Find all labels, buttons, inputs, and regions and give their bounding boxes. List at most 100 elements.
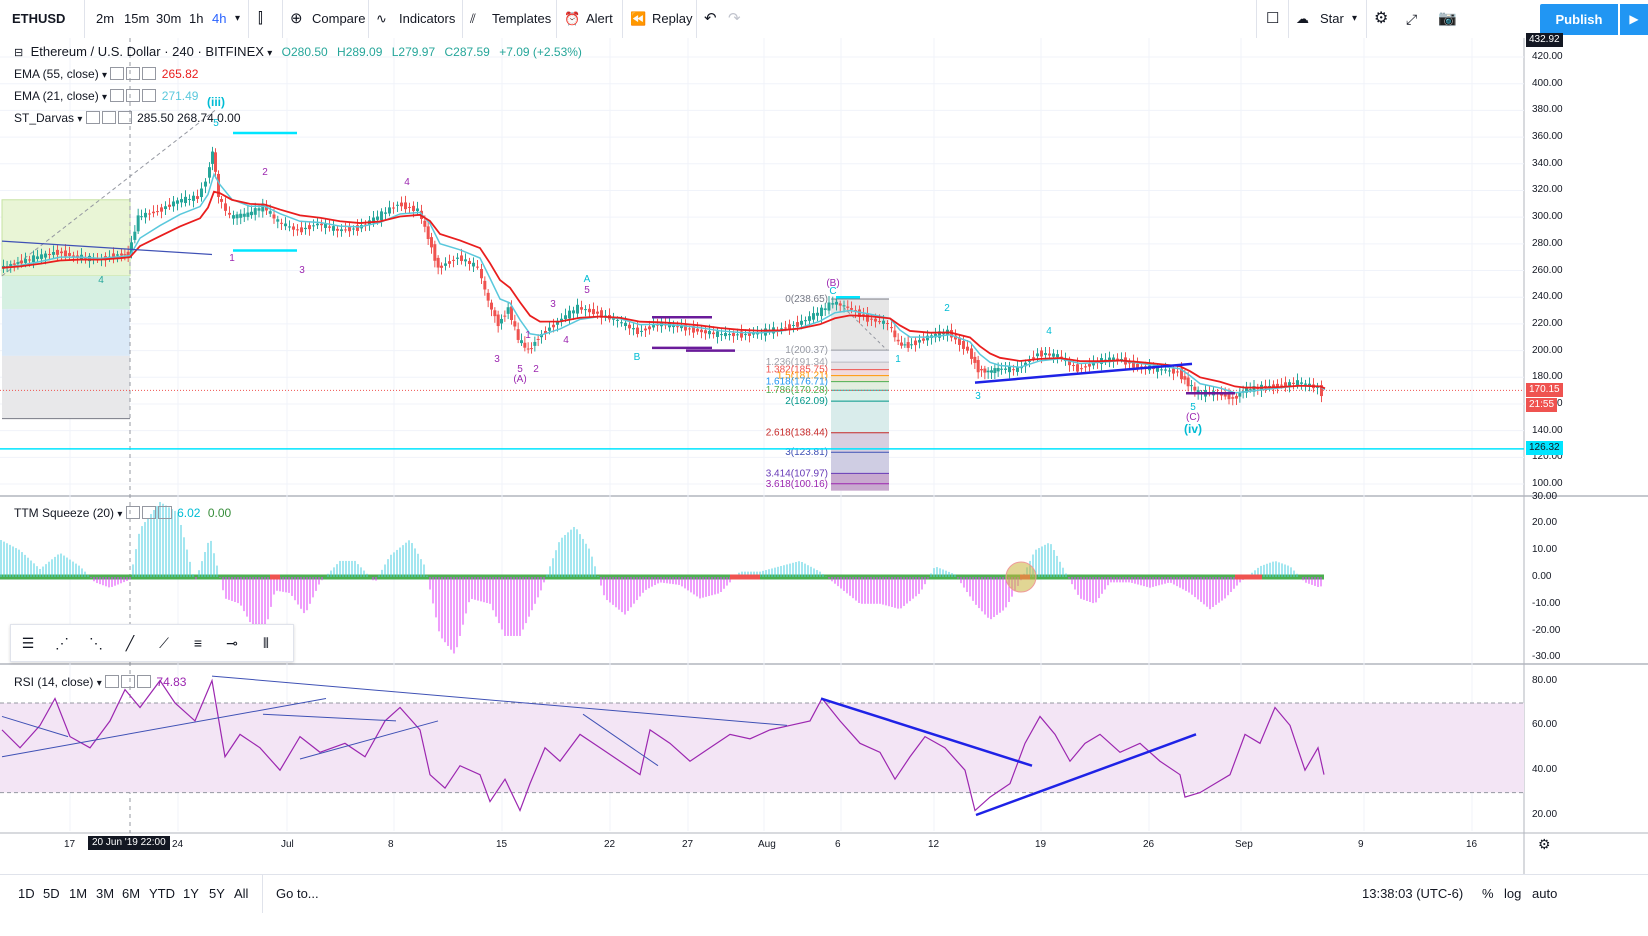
- divider: [1366, 0, 1367, 38]
- elliott-wave-label: B: [634, 352, 641, 363]
- candle-body: [156, 211, 159, 213]
- interval-15m[interactable]: 15m: [124, 11, 150, 26]
- chevron-down-icon[interactable]: ▾: [96, 678, 102, 689]
- chevron-down-icon[interactable]: ▾: [235, 13, 241, 24]
- gear-icon[interactable]: ⚙: [1538, 836, 1551, 852]
- settings-icon[interactable]: [101, 111, 116, 124]
- rsi-legend[interactable]: RSI (14, close) ▾ 74.83: [14, 675, 186, 689]
- plus-circle-icon[interactable]: ⊕: [290, 10, 303, 27]
- chevron-down-icon[interactable]: ▾: [117, 509, 123, 520]
- eye-icon[interactable]: [85, 111, 100, 124]
- expand-icon[interactable]: ⤢: [1406, 11, 1418, 27]
- elliott-wave-label: 4: [98, 275, 104, 286]
- candle-body: [584, 309, 587, 311]
- layout-name-button[interactable]: Star: [1320, 11, 1344, 26]
- candle-body: [568, 310, 571, 319]
- templates-button[interactable]: Templates: [492, 11, 552, 26]
- chart-canvas[interactable]: 0(238.65) 1(200.37)1.236(191.34)1.382(185…: [0, 38, 1648, 874]
- darvas-legend[interactable]: ST_Darvas ▾ 285.50 268.74 0.00: [14, 111, 241, 125]
- chevron-down-icon[interactable]: ▾: [1352, 13, 1358, 24]
- divider: [1256, 0, 1257, 38]
- last-price-tag: 170.15: [1526, 383, 1563, 397]
- ema21-legend[interactable]: EMA (21, close) ▾ 271.49: [14, 89, 198, 103]
- range-5d[interactable]: 5D: [43, 886, 60, 901]
- range-6m[interactable]: 6M: [122, 886, 141, 901]
- interval-4h[interactable]: 4h: [212, 11, 227, 26]
- chevron-down-icon[interactable]: ▾: [77, 114, 83, 125]
- candles-icon[interactable]: ⫿: [258, 10, 263, 27]
- close-icon[interactable]: [137, 675, 152, 688]
- eye-icon[interactable]: [125, 506, 140, 519]
- candle-body: [831, 303, 835, 305]
- log-toggle[interactable]: log: [1504, 886, 1522, 901]
- candle-body: [870, 318, 873, 320]
- ttm-legend[interactable]: TTM Squeeze (20) ▾ 6.02 0.00: [14, 506, 231, 520]
- ray-icon[interactable]: ⟋: [159, 635, 169, 651]
- eye-icon[interactable]: [105, 675, 120, 688]
- replay-button[interactable]: Replay: [652, 11, 693, 26]
- undo-icon[interactable]: ↶: [704, 10, 717, 27]
- indicators-button[interactable]: Indicators: [399, 11, 456, 26]
- alert-button[interactable]: Alert: [586, 11, 613, 26]
- cloud-icon[interactable]: ☁: [1296, 11, 1309, 26]
- interval-2m[interactable]: 2m: [96, 11, 115, 26]
- range-1y[interactable]: 1Y: [183, 886, 199, 901]
- chevron-down-icon[interactable]: ▾: [267, 48, 273, 59]
- close-icon[interactable]: [117, 111, 132, 124]
- settings-icon[interactable]: [121, 675, 136, 688]
- candle-body: [1156, 366, 1159, 372]
- compare-button[interactable]: Compare: [312, 11, 366, 26]
- elliott-abc-icon[interactable]: ⋱: [89, 635, 103, 651]
- drag-handle-icon[interactable]: ☰: [21, 635, 35, 651]
- fib-retracement-icon[interactable]: ≡: [193, 635, 203, 651]
- camera-icon[interactable]: 📷: [1438, 10, 1457, 27]
- eye-icon[interactable]: [110, 67, 125, 80]
- candle-body: [239, 213, 243, 218]
- candle-body: [648, 326, 651, 330]
- candle-body: [148, 213, 151, 215]
- range-ytd[interactable]: YTD: [149, 886, 175, 901]
- settings-icon[interactable]: [126, 67, 141, 80]
- clock[interactable]: 13:38:03 (UTC-6): [1362, 886, 1464, 901]
- candle-body: [1252, 386, 1256, 392]
- goto-button[interactable]: Go to...: [276, 886, 319, 901]
- range-1m[interactable]: 1M: [69, 886, 88, 901]
- chevron-down-icon[interactable]: ▾: [102, 70, 108, 81]
- range-3m[interactable]: 3M: [96, 886, 115, 901]
- auto-toggle[interactable]: auto: [1532, 886, 1558, 901]
- indicators-icon[interactable]: ∿: [376, 11, 387, 26]
- horizontal-line-icon[interactable]: ⊸: [226, 635, 238, 651]
- symbol-search[interactable]: ETHUSD: [12, 11, 66, 26]
- eye-icon[interactable]: [110, 89, 125, 102]
- candle-body: [324, 223, 327, 228]
- interval-1h[interactable]: 1h: [189, 11, 204, 26]
- ema55-legend[interactable]: EMA (55, close) ▾ 265.82: [14, 67, 198, 81]
- fullscreen-square-icon[interactable]: ☐: [1266, 10, 1280, 27]
- settings-icon[interactable]: [141, 506, 156, 519]
- replay-icon[interactable]: ⏪: [630, 11, 647, 26]
- interval-30m[interactable]: 30m: [156, 11, 182, 26]
- close-icon[interactable]: [142, 67, 157, 80]
- settings-icon[interactable]: [126, 89, 141, 102]
- gear-icon[interactable]: ⚙: [1374, 10, 1389, 27]
- trend-line-icon[interactable]: ╱: [125, 635, 135, 651]
- elliott-impulse-icon[interactable]: ⋰: [55, 635, 69, 651]
- chevron-down-icon[interactable]: ▾: [102, 92, 108, 103]
- close-icon[interactable]: [157, 506, 172, 519]
- vertical-lines-icon[interactable]: ⦀: [262, 635, 270, 651]
- percent-toggle[interactable]: %: [1482, 886, 1494, 901]
- candle-body: [1076, 364, 1079, 372]
- support-line-tag: 126.32: [1526, 441, 1563, 455]
- candle-body: [448, 261, 451, 264]
- templates-icon[interactable]: ⫽: [470, 11, 476, 26]
- play-icon[interactable]: ▶: [1620, 4, 1648, 35]
- range-5y[interactable]: 5Y: [209, 886, 225, 901]
- collapse-icon[interactable]: ⊟: [14, 47, 24, 59]
- redo-icon[interactable]: ↷: [728, 10, 741, 27]
- publish-button[interactable]: Publish: [1540, 4, 1618, 35]
- alarm-clock-icon[interactable]: ⏰: [564, 11, 581, 26]
- close-icon[interactable]: [142, 89, 157, 102]
- range-1d[interactable]: 1D: [18, 886, 35, 901]
- candle-body: [533, 341, 537, 346]
- range-all[interactable]: All: [234, 886, 249, 901]
